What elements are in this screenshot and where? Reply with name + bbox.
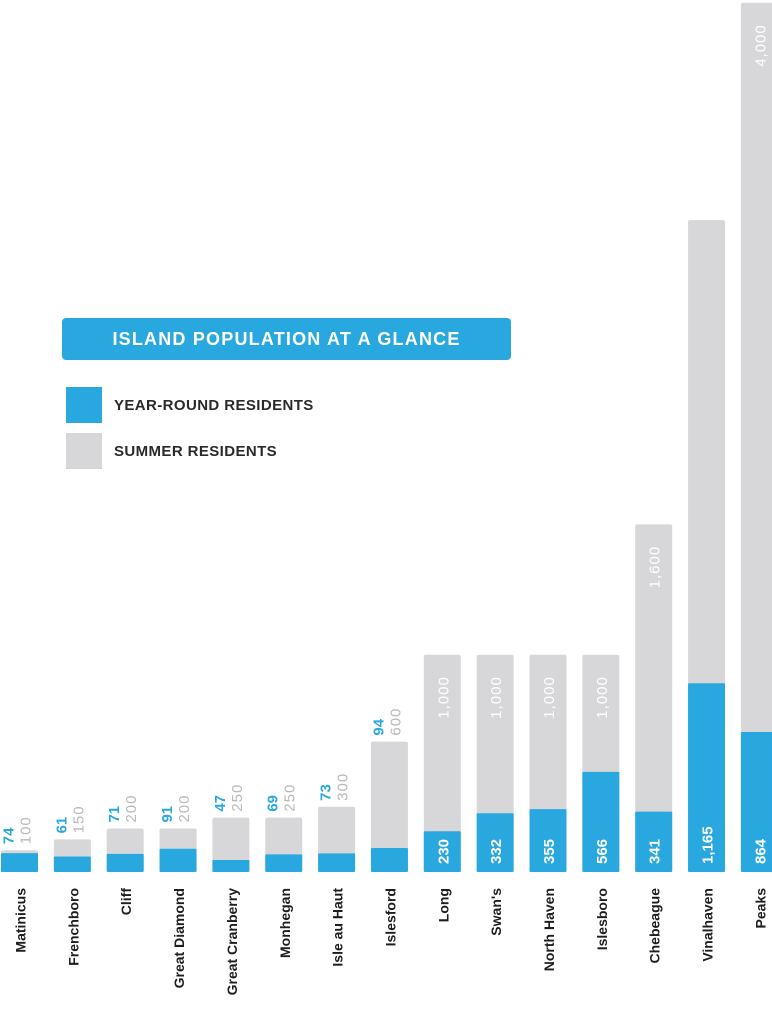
legend-swatch-summer (66, 433, 102, 469)
label-summer-isle-au-haut: 300 (335, 773, 352, 801)
bar-year-round-great-cranberry (212, 860, 250, 872)
label-year-round-islesford: 94 (370, 718, 387, 735)
label-year-round-great-cranberry: 47 (212, 795, 229, 812)
label-year-round-north-haven: 355 (541, 839, 558, 864)
legend-title: ISLAND POPULATION AT A GLANCE (62, 318, 511, 360)
bar-year-round-long (423, 831, 461, 872)
bar-year-round-monhegan (265, 854, 303, 872)
category-label-swan-s: Swan's (488, 888, 504, 936)
label-summer-swan-s: 1,000 (488, 676, 505, 719)
label-summer-monhegan: 250 (282, 784, 299, 812)
label-summer-frenchboro: 150 (70, 805, 87, 833)
legend-item-year-round: YEAR-ROUND RESIDENTS (66, 387, 314, 423)
category-label-great-diamond: Great Diamond (171, 888, 187, 988)
label-summer-north-haven: 1,000 (541, 676, 558, 719)
label-year-round-chebeague: 341 (647, 839, 664, 864)
category-label-north-haven: North Haven (541, 888, 557, 971)
label-year-round-cliff: 71 (106, 806, 123, 823)
bar-summer-great-cranberry (212, 817, 250, 872)
label-year-round-frenchboro: 61 (53, 817, 70, 834)
label-year-round-vinalhaven: 1,165 (700, 826, 717, 864)
label-year-round-isle-au-haut: 73 (318, 784, 335, 801)
category-label-islesboro: Islesboro (594, 888, 610, 950)
label-summer-islesboro: 1,000 (594, 676, 611, 719)
bar-year-round-islesford (370, 848, 408, 872)
bar-summer-islesford (370, 741, 408, 872)
label-summer-great-cranberry: 250 (229, 784, 246, 812)
bar-summer-peaks (740, 2, 772, 872)
category-label-isle-au-haut: Isle au Haut (330, 888, 346, 967)
label-year-round-islesboro: 566 (594, 839, 611, 864)
category-label-islesford: Islesford (382, 888, 398, 946)
category-label-monhegan: Monhegan (277, 888, 293, 958)
label-year-round-great-diamond: 91 (159, 806, 176, 823)
legend-label-year-round: YEAR-ROUND RESIDENTS (114, 396, 314, 414)
category-label-chebeague: Chebeague (647, 888, 663, 964)
category-label-matinicus: Matinicus (13, 888, 29, 953)
label-summer-peaks: 4,000 (752, 24, 769, 67)
bar-year-round-vinalhaven (688, 683, 726, 872)
bar-year-round-chebeague (635, 811, 673, 872)
legend-label-summer: SUMMER RESIDENTS (114, 442, 278, 460)
legend-item-summer: SUMMER RESIDENTS (66, 433, 277, 469)
category-label-vinalhaven: Vinalhaven (700, 888, 716, 962)
label-year-round-matinicus: 74 (1, 827, 18, 844)
label-summer-matinicus: 100 (18, 816, 35, 844)
bar-year-round-frenchboro (53, 856, 91, 872)
category-label-cliff: Cliff (118, 888, 134, 916)
category-label-great-cranberry: Great Cranberry (224, 888, 240, 996)
bar-year-round-swan-s (476, 813, 514, 872)
bar-summer-chebeague (635, 524, 673, 872)
category-label-peaks: Peaks (752, 888, 768, 929)
bar-year-round-cliff (106, 853, 144, 872)
bar-year-round-isle-au-haut (318, 853, 356, 872)
category-label-frenchboro: Frenchboro (65, 888, 81, 966)
label-year-round-monhegan: 69 (265, 795, 282, 812)
bar-year-round-islesboro (582, 771, 620, 872)
label-year-round-peaks: 864 (752, 838, 769, 864)
bar-year-round-great-diamond (159, 848, 197, 872)
bar-year-round-matinicus (1, 853, 38, 872)
label-summer-islesford: 600 (387, 708, 404, 736)
label-year-round-long: 230 (435, 839, 452, 864)
label-year-round-swan-s: 332 (488, 839, 505, 864)
bar-year-round-north-haven (529, 809, 567, 872)
label-summer-chebeague: 1,600 (647, 546, 664, 589)
category-label-long: Long (435, 888, 451, 922)
label-summer-long: 1,000 (435, 676, 452, 719)
label-summer-cliff: 200 (123, 795, 140, 823)
legend-swatch-year-round (66, 387, 102, 423)
bar-year-round-peaks (740, 732, 772, 872)
bar-summer-long (423, 654, 461, 872)
label-summer-great-diamond: 200 (176, 795, 193, 823)
